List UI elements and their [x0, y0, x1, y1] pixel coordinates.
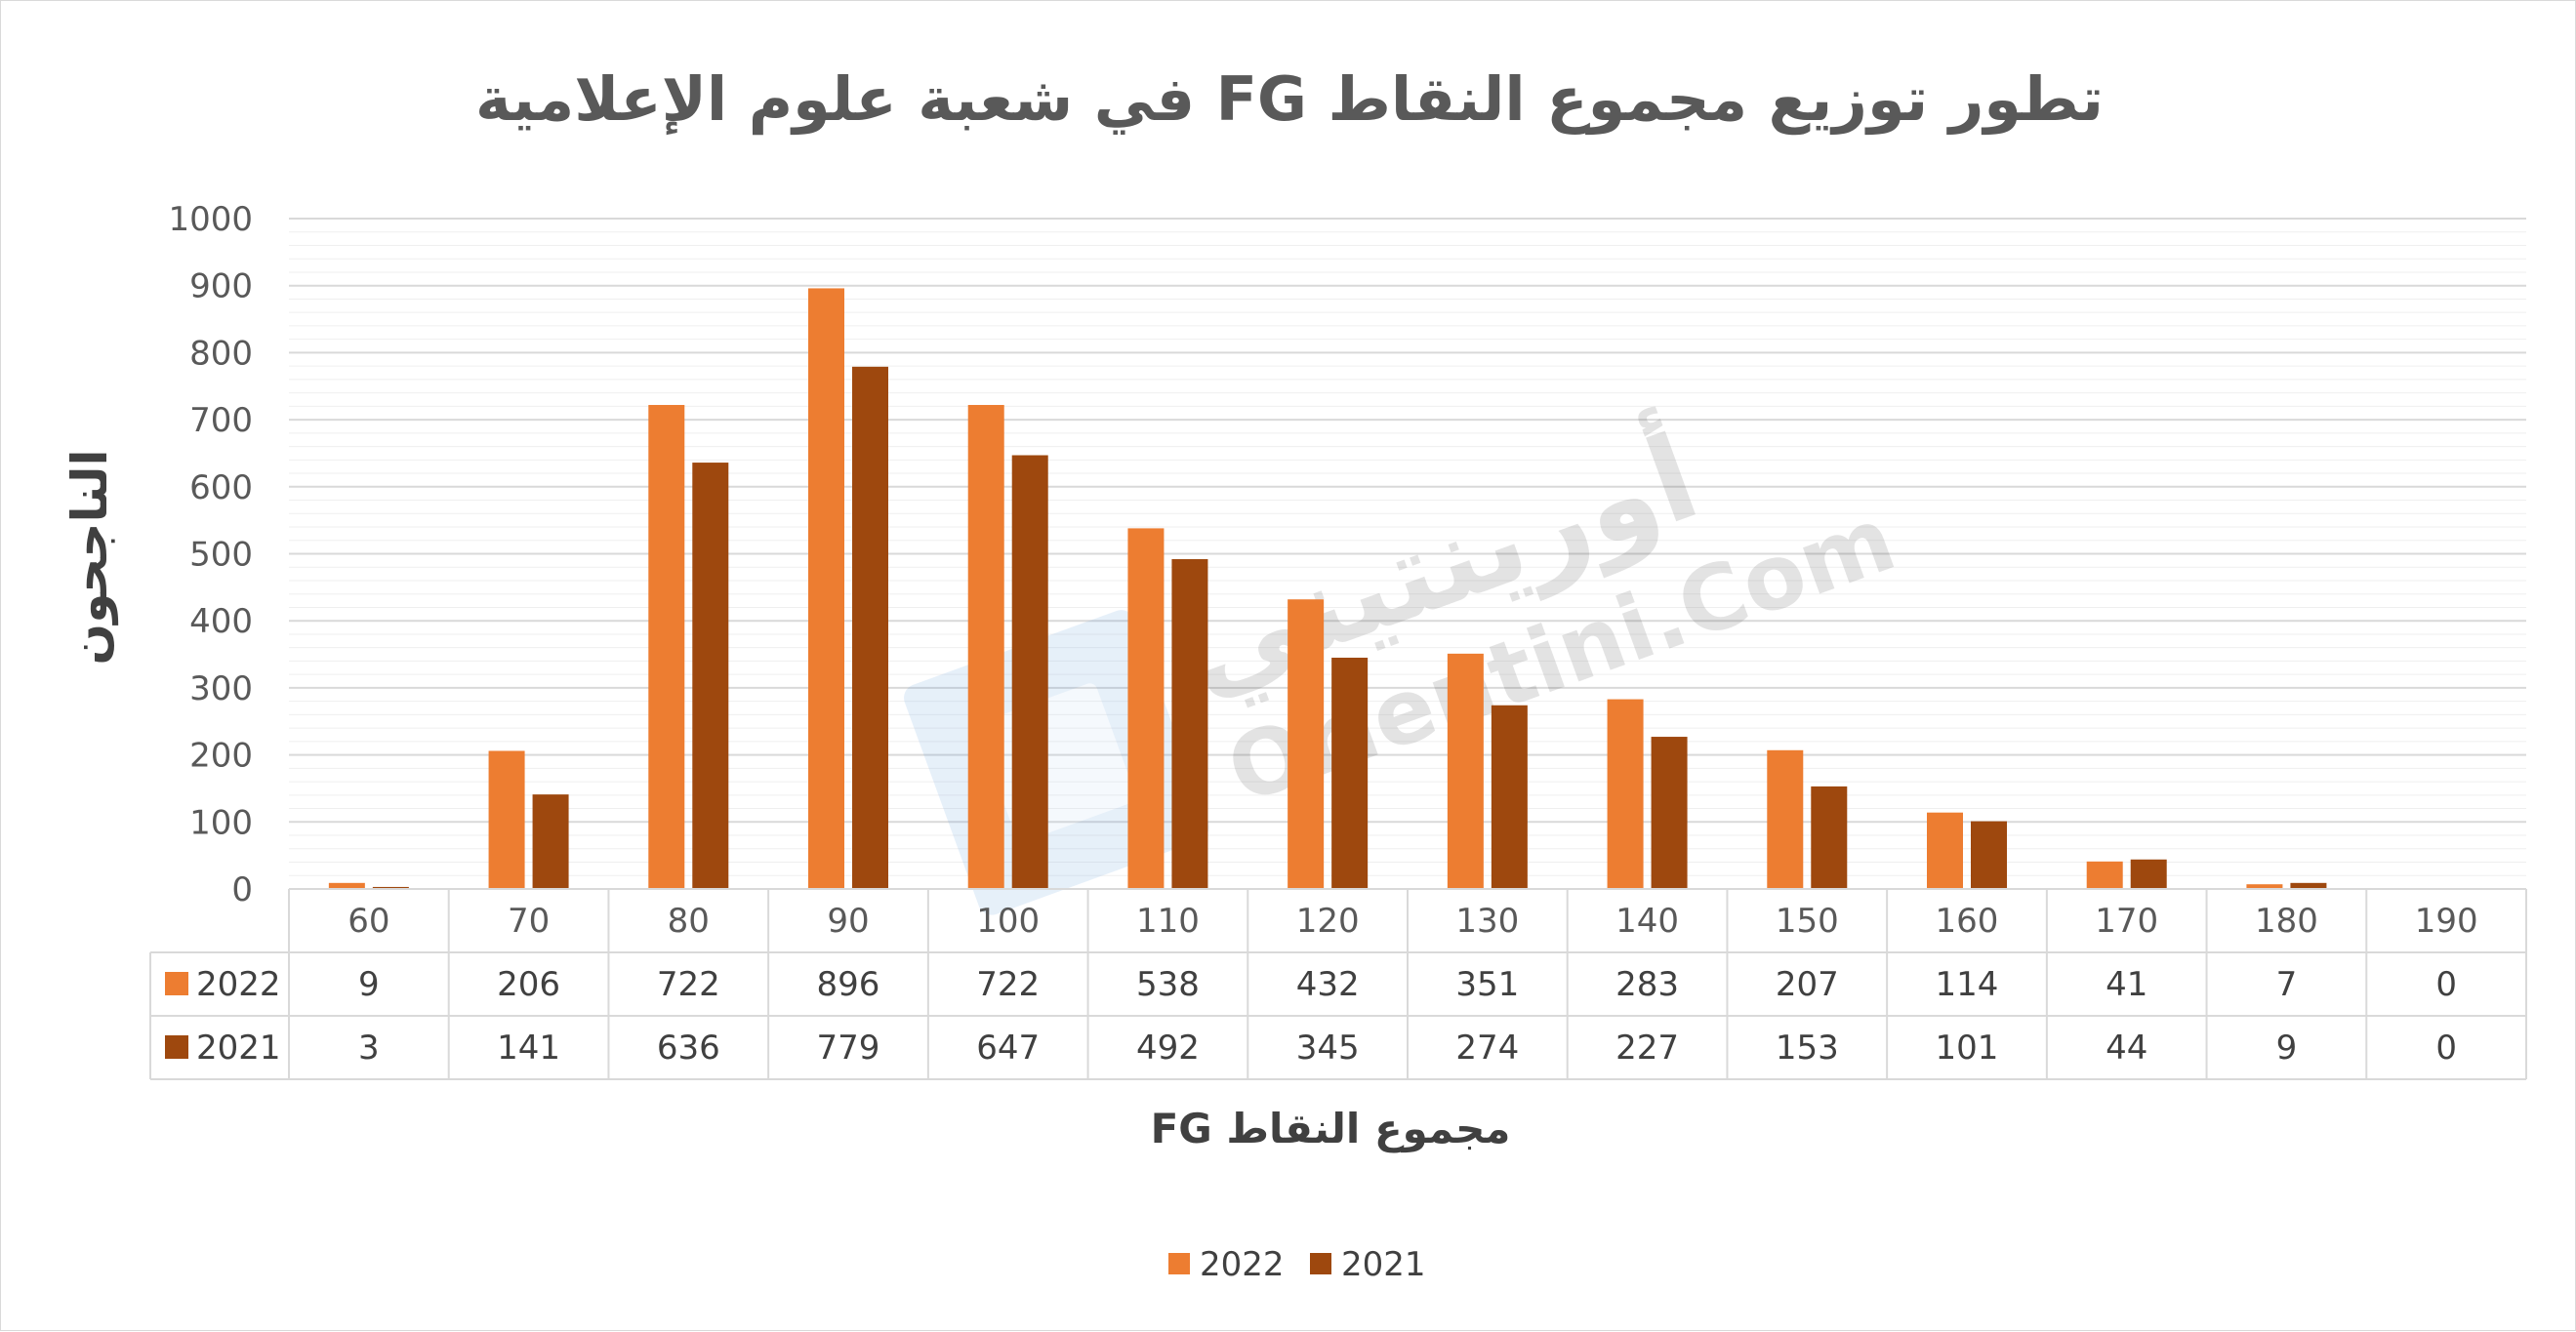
data-label: 227 — [1615, 1029, 1679, 1068]
data-label: 274 — [1455, 1029, 1519, 1068]
x-category-label: 120 — [1296, 902, 1360, 941]
data-label: 283 — [1615, 965, 1679, 1004]
data-label: 9 — [358, 965, 380, 1004]
data-label: 722 — [976, 965, 1040, 1004]
data-label: 351 — [1455, 965, 1519, 1004]
y-tick-label: 400 — [189, 602, 253, 641]
data-label: 101 — [1936, 1029, 1999, 1068]
legend-label: 2022 — [1200, 1245, 1285, 1284]
bar-2021-160 — [1971, 821, 2007, 889]
x-category-label: 60 — [348, 902, 389, 941]
data-label: 153 — [1776, 1029, 1839, 1068]
x-category-label: 160 — [1936, 902, 1999, 941]
bar-2022-140 — [1607, 699, 1644, 889]
data-label: 206 — [497, 965, 560, 1004]
bar-2022-160 — [1927, 812, 1963, 889]
data-label: 9 — [2276, 1029, 2298, 1068]
y-tick-label: 0 — [231, 870, 253, 909]
data-label: 779 — [817, 1029, 880, 1068]
bar-2021-180 — [2290, 882, 2327, 889]
watermark: أورينتيني Orientini.Com — [904, 402, 1908, 915]
data-label: 538 — [1136, 965, 1200, 1004]
data-label: 141 — [497, 1029, 560, 1068]
x-category-label: 190 — [2415, 902, 2478, 941]
table-series-name: 2022 — [196, 965, 281, 1004]
legend: 2022 2021 — [1168, 1245, 1426, 1284]
data-table: 60 70 80 90 100 110 120 130 140 150 160 170 180 19020… — [149, 888, 2527, 1080]
table-legend-key — [165, 1035, 188, 1059]
bar-2021-80 — [692, 463, 729, 889]
x-category-label: 130 — [1455, 902, 1519, 941]
bar-2022-70 — [488, 750, 525, 889]
data-label: 647 — [976, 1029, 1040, 1068]
x-category-label: 170 — [2095, 902, 2158, 941]
bar-2022-60 — [328, 882, 365, 889]
legend-label: 2021 — [1341, 1245, 1426, 1284]
bar-2021-90 — [852, 366, 888, 889]
bar-2022-130 — [1447, 653, 1484, 889]
bar-2021-70 — [532, 794, 569, 889]
data-label: 722 — [657, 965, 720, 1004]
bar-2022-100 — [967, 404, 1004, 889]
x-category-label: 90 — [827, 902, 869, 941]
x-category-label: 150 — [1776, 902, 1839, 941]
bar-2022-150 — [1767, 749, 1804, 889]
x-category-label: 140 — [1615, 902, 1679, 941]
data-label: 432 — [1296, 965, 1360, 1004]
y-tick-label: 700 — [189, 401, 253, 440]
data-label: 7 — [2276, 965, 2298, 1004]
bar-2021-140 — [1651, 737, 1688, 889]
x-category-label: 180 — [2255, 902, 2318, 941]
bar-2021-60 — [372, 886, 409, 889]
data-label: 41 — [2106, 965, 2147, 1004]
data-label: 896 — [817, 965, 880, 1004]
y-axis-ticks: 0 100 200 300 400 500 600 700 800 900 1000 — [168, 200, 253, 909]
table-series-name: 2021 — [196, 1029, 281, 1068]
y-tick-label: 200 — [189, 737, 253, 776]
table-legend-key — [165, 972, 188, 995]
y-tick-label: 900 — [189, 267, 253, 306]
x-category-label: 70 — [508, 902, 550, 941]
data-label: 207 — [1776, 965, 1839, 1004]
chart-title: تطور توزيع مجموع النقاط FG في شعبة علوم … — [475, 63, 2104, 136]
y-tick-label: 300 — [189, 669, 253, 708]
y-axis-title: الناجحون — [61, 449, 119, 665]
legend-swatch — [1310, 1253, 1331, 1274]
data-label: 636 — [657, 1029, 720, 1068]
y-tick-label: 600 — [189, 468, 253, 507]
data-label: 3 — [358, 1029, 380, 1068]
y-tick-label: 500 — [189, 536, 253, 575]
data-label: 44 — [2106, 1029, 2147, 1068]
bars — [328, 288, 2327, 889]
data-label: 492 — [1136, 1029, 1200, 1068]
x-category-label: 80 — [668, 902, 710, 941]
bar-2021-150 — [1811, 786, 1848, 889]
bar-2021-110 — [1171, 558, 1208, 889]
bar-2022-110 — [1127, 528, 1165, 889]
bar-2022-120 — [1288, 599, 1325, 889]
y-tick-label: 1000 — [168, 200, 253, 239]
bar-2022-170 — [2086, 861, 2123, 889]
bar-2021-170 — [2130, 859, 2167, 889]
y-tick-label: 800 — [189, 334, 253, 373]
y-tick-label: 100 — [189, 803, 253, 842]
bar-2021-130 — [1491, 705, 1528, 889]
data-label: 114 — [1936, 965, 1999, 1004]
data-label: 345 — [1296, 1029, 1360, 1068]
x-category-label: 100 — [976, 902, 1040, 941]
bar-2022-90 — [808, 288, 844, 889]
bar-2022-80 — [648, 404, 685, 889]
bar-2022-180 — [2246, 884, 2283, 889]
bar-2021-120 — [1331, 657, 1369, 889]
data-label: 0 — [2435, 1029, 2457, 1068]
x-axis-title: مجموع النقاط FG — [1151, 1105, 1511, 1153]
x-category-label: 110 — [1136, 902, 1200, 941]
data-label: 0 — [2435, 965, 2457, 1004]
legend-swatch — [1168, 1253, 1190, 1274]
bar-2021-100 — [1011, 455, 1048, 889]
